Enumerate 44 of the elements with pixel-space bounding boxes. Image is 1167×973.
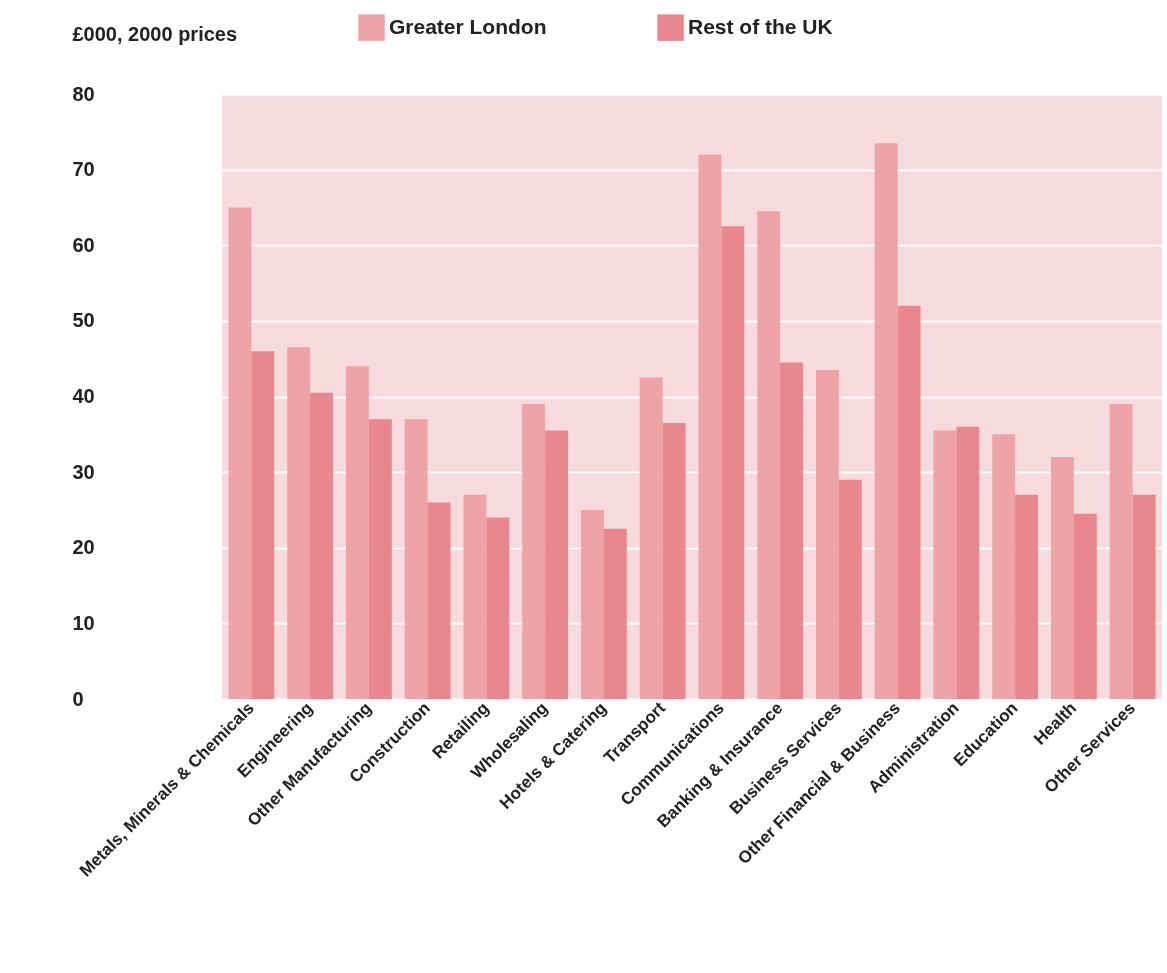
bar	[838, 479, 862, 699]
bar	[228, 207, 252, 699]
bar	[1109, 404, 1133, 699]
y-tick-label: 50	[72, 309, 95, 332]
bar	[1073, 513, 1097, 699]
bar	[603, 528, 627, 699]
bar	[933, 430, 957, 699]
bar	[639, 377, 663, 699]
legend-label: Greater London	[389, 14, 547, 38]
bar	[404, 419, 428, 699]
y-tick-label: 0	[72, 687, 84, 710]
bar	[310, 392, 334, 699]
bar	[721, 226, 745, 699]
bar	[780, 362, 804, 699]
y-axis-title: £000, 2000 prices	[72, 22, 238, 45]
bar	[427, 502, 451, 699]
y-tick-label: 70	[72, 158, 95, 181]
bar	[287, 347, 311, 699]
bar	[1132, 494, 1156, 699]
bar	[662, 422, 686, 699]
bar	[368, 419, 392, 699]
bar	[545, 430, 569, 699]
bar	[1015, 494, 1039, 699]
bar	[698, 154, 722, 699]
bar	[580, 509, 604, 699]
bar	[345, 366, 369, 699]
bar	[897, 305, 921, 699]
y-tick-label: 40	[72, 385, 95, 407]
y-tick-label: 20	[72, 536, 95, 559]
bar	[992, 434, 1016, 699]
bar	[956, 426, 980, 699]
bar	[251, 351, 275, 699]
bar	[486, 517, 510, 699]
bar	[463, 494, 487, 699]
y-tick-label: 80	[72, 82, 95, 105]
y-tick-label: 60	[72, 233, 95, 256]
bar	[522, 404, 546, 699]
legend-label: Rest of the UK	[688, 14, 833, 38]
bar	[815, 370, 839, 699]
y-tick-label: 30	[72, 460, 95, 483]
bar	[874, 143, 898, 699]
bar	[757, 211, 781, 699]
y-tick-label: 10	[72, 611, 95, 634]
bar	[1050, 457, 1074, 699]
